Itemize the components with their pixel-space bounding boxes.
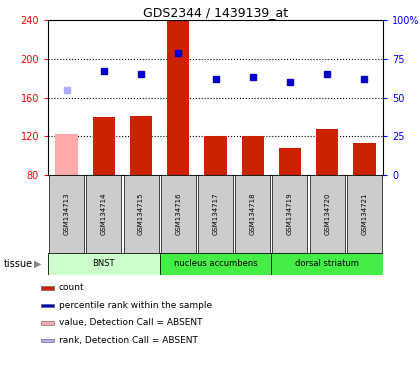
Bar <box>316 129 339 175</box>
FancyBboxPatch shape <box>49 175 84 253</box>
Bar <box>205 136 227 175</box>
FancyBboxPatch shape <box>347 175 382 253</box>
Text: nucleus accumbens: nucleus accumbens <box>174 260 257 268</box>
Text: rank, Detection Call = ABSENT: rank, Detection Call = ABSENT <box>59 336 197 345</box>
FancyBboxPatch shape <box>160 253 271 275</box>
Bar <box>93 117 115 175</box>
Bar <box>130 116 152 175</box>
Text: tissue: tissue <box>4 259 33 269</box>
FancyBboxPatch shape <box>310 175 345 253</box>
Bar <box>279 148 301 175</box>
FancyBboxPatch shape <box>273 175 307 253</box>
Bar <box>353 143 375 175</box>
Text: GSM134720: GSM134720 <box>324 193 330 235</box>
FancyBboxPatch shape <box>48 253 160 275</box>
Text: GSM134721: GSM134721 <box>361 193 368 235</box>
Bar <box>42 303 53 307</box>
FancyBboxPatch shape <box>198 175 233 253</box>
Bar <box>42 339 53 342</box>
Title: GDS2344 / 1439139_at: GDS2344 / 1439139_at <box>143 6 288 19</box>
Text: ▶: ▶ <box>34 259 42 269</box>
Bar <box>241 136 264 175</box>
FancyBboxPatch shape <box>87 175 121 253</box>
Text: value, Detection Call = ABSENT: value, Detection Call = ABSENT <box>59 318 202 327</box>
Text: GSM134714: GSM134714 <box>101 193 107 235</box>
Text: GSM134717: GSM134717 <box>213 193 218 235</box>
Text: BNST: BNST <box>92 260 115 268</box>
Text: GSM134713: GSM134713 <box>63 193 70 235</box>
Text: GSM134715: GSM134715 <box>138 193 144 235</box>
FancyBboxPatch shape <box>161 175 196 253</box>
Bar <box>42 286 53 290</box>
Text: count: count <box>59 283 84 292</box>
Text: percentile rank within the sample: percentile rank within the sample <box>59 301 212 310</box>
Bar <box>42 321 53 324</box>
Text: GSM134718: GSM134718 <box>250 193 256 235</box>
Bar <box>55 134 78 175</box>
Bar <box>167 20 189 175</box>
Text: GSM134719: GSM134719 <box>287 193 293 235</box>
FancyBboxPatch shape <box>235 175 270 253</box>
FancyBboxPatch shape <box>271 253 383 275</box>
Text: dorsal striatum: dorsal striatum <box>295 260 359 268</box>
Text: GSM134716: GSM134716 <box>175 193 181 235</box>
FancyBboxPatch shape <box>123 175 159 253</box>
